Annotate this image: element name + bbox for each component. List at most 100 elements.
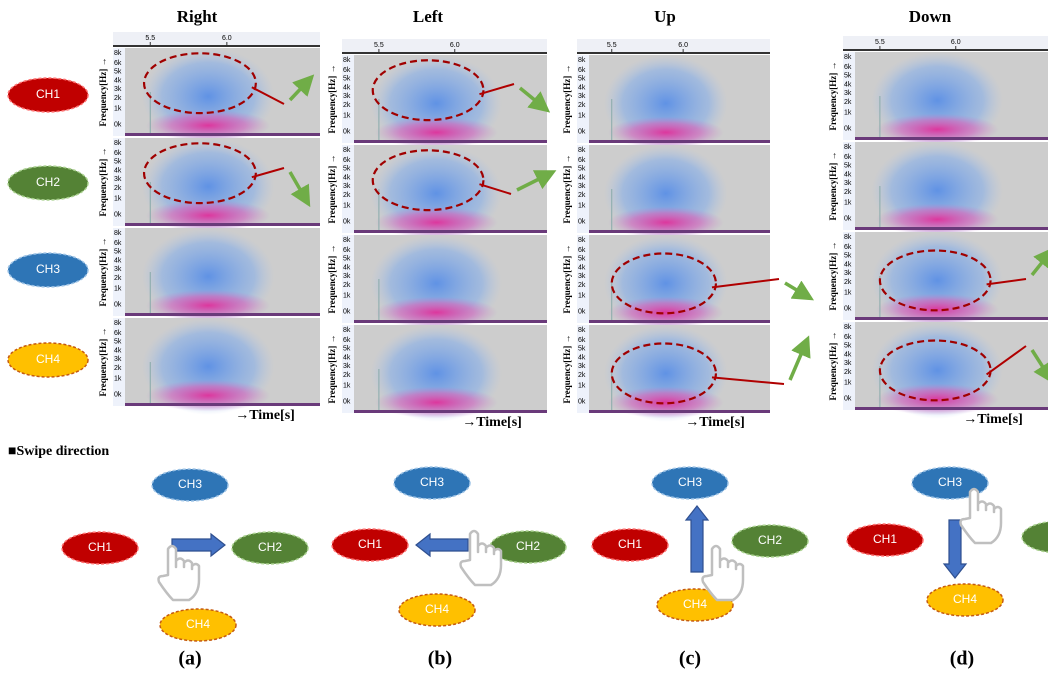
- time-ruler: [113, 32, 320, 46]
- freq-tick: 3k: [343, 93, 351, 100]
- swipe-heading: ■Swipe direction: [8, 444, 109, 459]
- freq-tick: 0k: [844, 125, 852, 132]
- hand-icon: [159, 546, 200, 600]
- channel-oval: [1022, 521, 1048, 553]
- channel-label: CH3: [678, 475, 702, 489]
- panel-label: (c): [679, 648, 701, 670]
- freq-tick: 3k: [114, 266, 122, 273]
- freq-tick: 1k: [578, 383, 586, 390]
- freq-tick: 1k: [844, 200, 852, 207]
- freq-tick: 1k: [114, 376, 122, 383]
- freq-tick: 4k: [343, 174, 351, 181]
- freq-tick: 3k: [114, 86, 122, 93]
- freq-tick: 6k: [343, 157, 351, 164]
- channel-label: CH1: [618, 537, 642, 551]
- freq-tick: 8k: [343, 57, 351, 64]
- freq-tick: 0k: [114, 391, 122, 398]
- channel-label: CH4: [425, 602, 449, 616]
- figure: ■Swipe direction CH1CH2CH3CH4Right5.56.0…: [0, 0, 1048, 674]
- freq-tick: 4k: [844, 81, 852, 88]
- panel-baseline: [342, 140, 547, 143]
- freq-tick: 0k: [343, 308, 351, 315]
- freq-tick: 3k: [844, 270, 852, 277]
- freq-tick: 2k: [844, 189, 852, 196]
- panel-baseline: [342, 320, 547, 323]
- freq-tick: 4k: [343, 84, 351, 91]
- freq-axis-label: Frequency[Hz] →: [327, 154, 337, 223]
- time-tick: 5.5: [374, 42, 384, 49]
- freq-tick: 4k: [578, 354, 586, 361]
- time-tick: 6.0: [678, 42, 688, 49]
- freq-tick: 2k: [578, 192, 586, 199]
- trend-arrow: [785, 283, 805, 295]
- freq-axis-label: Frequency[Hz] →: [327, 244, 337, 313]
- freq-axis-label: Frequency[Hz] →: [98, 57, 108, 126]
- freq-tick: 8k: [343, 237, 351, 244]
- freq-tick: 3k: [114, 176, 122, 183]
- spectrogram-low: [608, 117, 724, 149]
- time-tick: 5.5: [607, 42, 617, 49]
- panel-baseline: [577, 410, 770, 413]
- freq-tick: 1k: [114, 286, 122, 293]
- freq-axis-label: Frequency[Hz] →: [562, 64, 572, 133]
- freq-tick: 2k: [114, 185, 122, 192]
- freq-tick: 2k: [343, 282, 351, 289]
- time-tick: 6.0: [450, 42, 460, 49]
- freq-axis-label: Frequency[Hz] →: [98, 327, 108, 396]
- panel-label: (b): [428, 648, 452, 670]
- freq-tick: 5k: [844, 343, 852, 350]
- freq-tick: 8k: [578, 327, 586, 334]
- panel-baseline: [843, 227, 1048, 230]
- freq-tick: 1k: [578, 203, 586, 210]
- freq-tick: 4k: [578, 84, 586, 91]
- freq-tick: 5k: [343, 256, 351, 263]
- freq-tick: 4k: [578, 264, 586, 271]
- freq-tick: 6k: [114, 60, 122, 67]
- freq-tick: 1k: [844, 380, 852, 387]
- freq-tick: 0k: [578, 218, 586, 225]
- channel-label: CH2: [758, 533, 782, 547]
- panel-baseline: [113, 313, 320, 316]
- freq-tick: 6k: [578, 157, 586, 164]
- freq-tick: 4k: [844, 261, 852, 268]
- freq-tick: 3k: [343, 273, 351, 280]
- freq-tick: 3k: [343, 183, 351, 190]
- freq-tick: 8k: [114, 140, 122, 147]
- freq-tick: 1k: [844, 290, 852, 297]
- panel-baseline: [843, 317, 1048, 320]
- spectrogram-low: [375, 207, 498, 239]
- freq-tick: 6k: [343, 247, 351, 254]
- freq-tick: 5k: [114, 339, 122, 346]
- freq-tick: 6k: [844, 244, 852, 251]
- freq-tick: 5k: [578, 256, 586, 263]
- freq-tick: 3k: [343, 363, 351, 370]
- freq-tick: 8k: [578, 57, 586, 64]
- freq-tick: 2k: [114, 365, 122, 372]
- channel-label: CH3: [420, 475, 444, 489]
- freq-tick: 0k: [114, 301, 122, 308]
- freq-tick: 8k: [114, 230, 122, 237]
- freq-tick: 5k: [114, 249, 122, 256]
- freq-tick: 6k: [844, 64, 852, 71]
- spectrogram-low: [375, 297, 498, 329]
- freq-tick: 8k: [114, 50, 122, 57]
- freq-tick: 5k: [578, 346, 586, 353]
- freq-tick: 6k: [578, 247, 586, 254]
- freq-tick: 3k: [844, 360, 852, 367]
- channel-label: CH1: [873, 532, 897, 546]
- freq-tick: 2k: [844, 99, 852, 106]
- spectrogram-low: [608, 297, 724, 329]
- freq-tick: 8k: [844, 234, 852, 241]
- freq-tick: 0k: [343, 128, 351, 135]
- spectrogram-low: [146, 290, 270, 322]
- channel-label: CH4: [953, 592, 977, 606]
- panel-baseline: [342, 230, 547, 233]
- panel-baseline: [843, 137, 1048, 140]
- freq-tick: 1k: [343, 293, 351, 300]
- freq-tick: 5k: [844, 253, 852, 260]
- time-axis-label: →Time[s]: [685, 415, 745, 430]
- freq-tick: 4k: [114, 257, 122, 264]
- freq-tick: 3k: [578, 183, 586, 190]
- freq-tick: 3k: [578, 363, 586, 370]
- time-tick: 6.0: [951, 39, 961, 46]
